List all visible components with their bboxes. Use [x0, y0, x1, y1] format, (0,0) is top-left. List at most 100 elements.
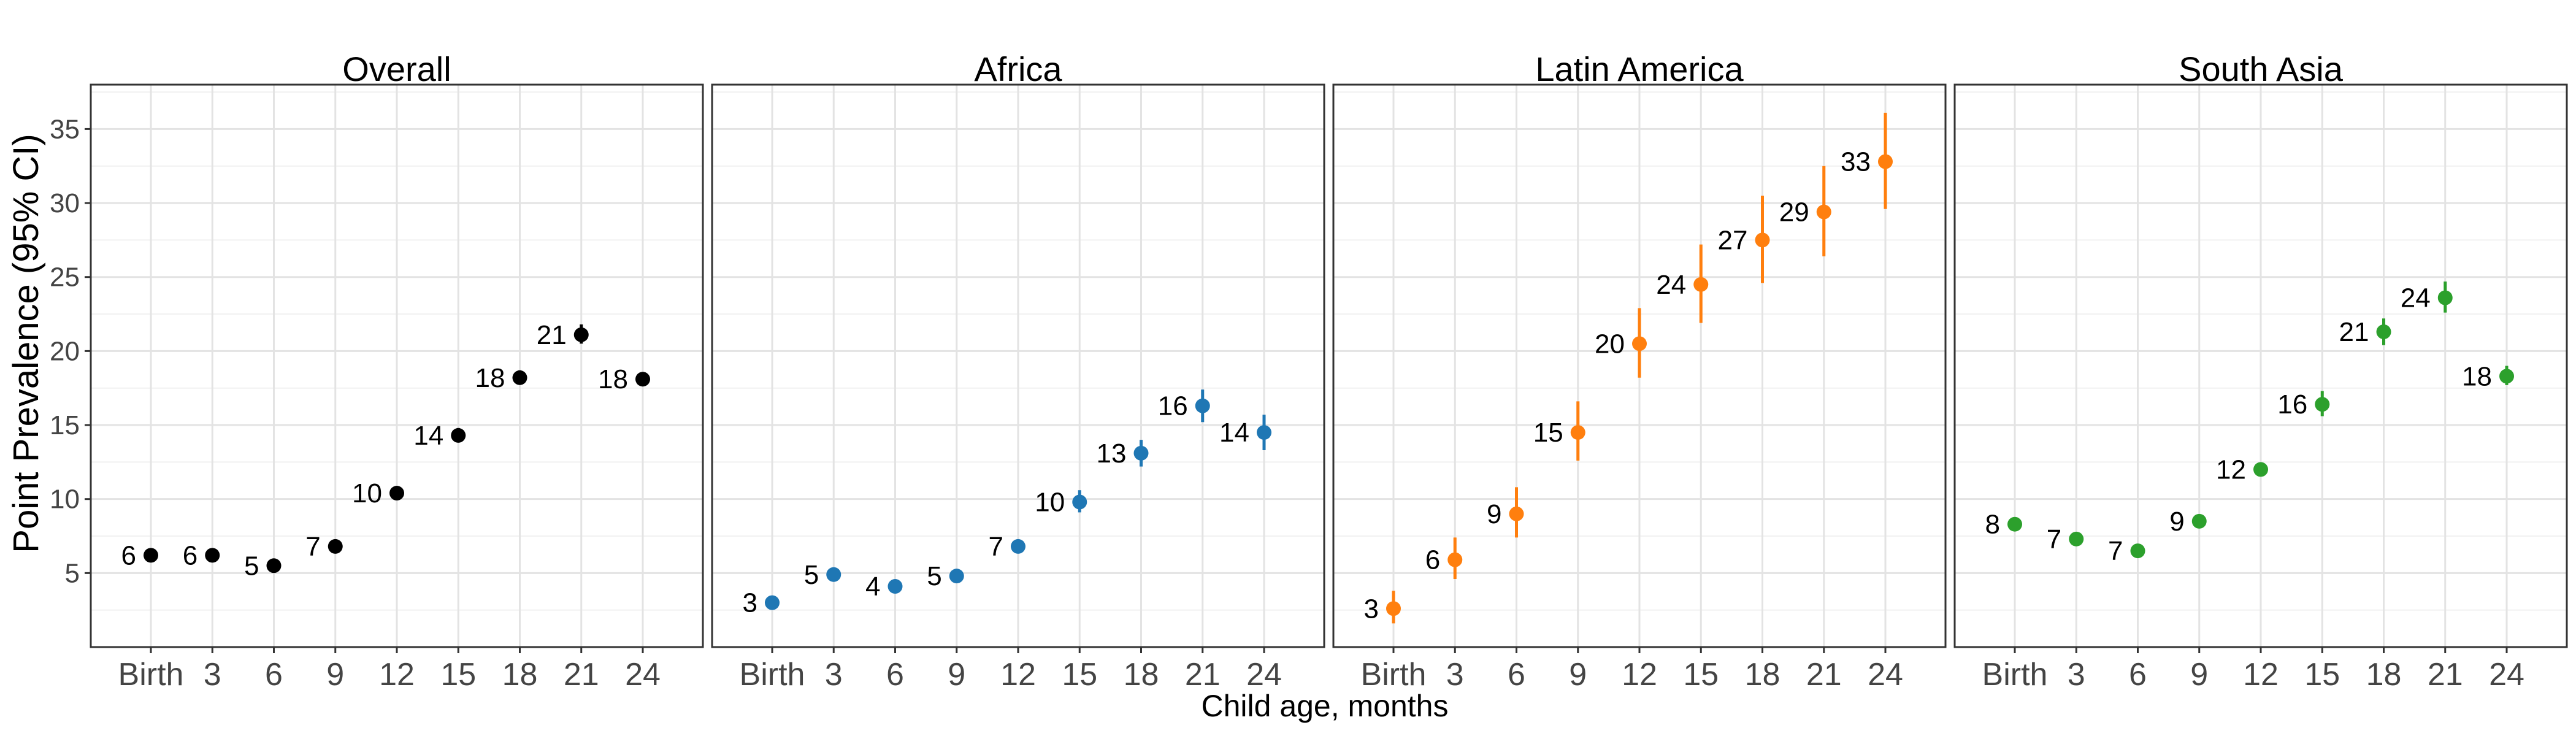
data-point — [205, 548, 220, 563]
data-label: 9 — [2169, 507, 2184, 537]
x-tick-label: 15 — [2304, 657, 2340, 692]
panel-border — [1953, 83, 2568, 648]
x-tick-label: 18 — [2366, 657, 2402, 692]
data-point — [887, 579, 903, 594]
data-label: 5 — [804, 560, 819, 590]
x-tick-label: 21 — [2428, 657, 2463, 692]
data-point — [512, 370, 527, 385]
data-point — [1816, 204, 1831, 220]
data-point — [573, 327, 589, 342]
panel-border — [90, 83, 704, 648]
x-tick-label: 3 — [825, 657, 843, 692]
x-tick-label: 12 — [2243, 657, 2279, 692]
facet-title: Africa — [974, 50, 1062, 88]
data-label: 16 — [1158, 391, 1188, 421]
data-label: 13 — [1097, 439, 1127, 469]
x-tick-label: 15 — [1062, 657, 1097, 692]
data-label: 24 — [2401, 283, 2431, 313]
data-label: 12 — [2216, 454, 2246, 485]
data-label: 18 — [598, 364, 628, 394]
data-label: 14 — [1219, 418, 1249, 448]
y-tick-label: 10 — [50, 485, 80, 515]
data-point — [2130, 543, 2145, 559]
x-tick-label: 3 — [1446, 657, 1464, 692]
data-label: 5 — [244, 551, 259, 581]
x-tick-label: 6 — [886, 657, 904, 692]
facet-title: South Asia — [2179, 50, 2344, 88]
x-tick-label: 24 — [2489, 657, 2524, 692]
data-point — [2007, 516, 2022, 532]
y-tick-label: 15 — [50, 410, 80, 440]
data-point — [2253, 462, 2268, 477]
data-label: 21 — [2339, 317, 2369, 347]
facet-panel-0: Overall Birth 3 6 9 12 15 18 21 24 5 10 15 20 25 30 35 6 6… — [50, 50, 704, 692]
data-point — [2376, 324, 2391, 339]
data-label: 20 — [1595, 329, 1625, 359]
x-tick-label: Birth — [1982, 657, 2048, 692]
x-axis-title: Child age, months — [1201, 689, 1448, 723]
data-point — [1632, 336, 1647, 351]
x-tick-label: 21 — [1185, 657, 1221, 692]
x-tick-label: 24 — [625, 657, 661, 692]
data-label: 8 — [1985, 510, 2000, 540]
x-tick-label: 6 — [1508, 657, 1525, 692]
data-label: 7 — [305, 532, 320, 562]
panel-border — [1332, 83, 1947, 648]
data-label: 33 — [1841, 147, 1871, 177]
x-tick-label: 24 — [1246, 657, 1282, 692]
data-label: 10 — [352, 478, 382, 508]
data-label: 5 — [927, 561, 941, 591]
facet-panel-2: Latin America Birth 3 6 9 12 15 18 21 24 3 6 9 15 20 24… — [1332, 50, 1947, 692]
data-label: 18 — [2462, 361, 2492, 391]
data-label: 3 — [743, 588, 757, 618]
x-tick-label: 21 — [1806, 657, 1842, 692]
data-point — [1011, 539, 1025, 554]
data-point — [1509, 506, 1524, 521]
data-point — [765, 595, 780, 610]
data-point — [1693, 277, 1709, 292]
data-point — [2315, 397, 2330, 412]
x-tick-label: 24 — [1868, 657, 1903, 692]
data-point — [144, 548, 158, 563]
data-point — [1570, 425, 1585, 440]
data-point — [2499, 369, 2514, 384]
x-tick-label: 15 — [440, 657, 476, 692]
x-tick-label: 21 — [564, 657, 599, 692]
facet-title: Overall — [342, 50, 451, 88]
x-tick-label: 6 — [2129, 657, 2147, 692]
data-label: 15 — [1533, 418, 1563, 448]
data-label: 27 — [1718, 225, 1748, 255]
data-label: 16 — [2277, 389, 2307, 420]
x-tick-label: 3 — [2068, 657, 2085, 692]
data-label: 3 — [1364, 594, 1379, 624]
y-tick-label: 20 — [50, 336, 80, 366]
x-tick-label: Birth — [118, 657, 184, 692]
x-tick-label: 12 — [1622, 657, 1657, 692]
y-tick-label: 25 — [50, 263, 80, 293]
x-tick-label: 18 — [502, 657, 538, 692]
y-axis-title: Point Prevalence (95% CI) — [6, 134, 46, 553]
data-point — [1755, 232, 1770, 248]
data-label: 6 — [121, 540, 136, 570]
data-point — [1257, 425, 1271, 440]
panel-border — [711, 83, 1325, 648]
data-point — [1878, 154, 1893, 169]
data-point — [1386, 601, 1401, 616]
data-label: 29 — [1779, 197, 1809, 228]
data-point — [1133, 445, 1149, 461]
facet-panel-3: South Asia Birth 3 6 9 12 15 18 21 24 8 7 7 9 12 16 21 24… — [1953, 50, 2568, 692]
x-tick-label: 9 — [948, 657, 965, 692]
data-label: 24 — [1656, 270, 1686, 300]
y-tick-label: 35 — [50, 114, 80, 144]
data-label: 18 — [475, 363, 505, 393]
x-tick-label: 6 — [265, 657, 283, 692]
x-tick-label: 3 — [204, 657, 221, 692]
data-label: 4 — [865, 572, 880, 602]
data-point — [1447, 552, 1463, 567]
data-point — [826, 567, 841, 582]
x-tick-label: 9 — [2190, 657, 2208, 692]
data-point — [2069, 531, 2084, 546]
y-tick-label: 5 — [65, 558, 80, 588]
data-label: 14 — [413, 421, 443, 451]
